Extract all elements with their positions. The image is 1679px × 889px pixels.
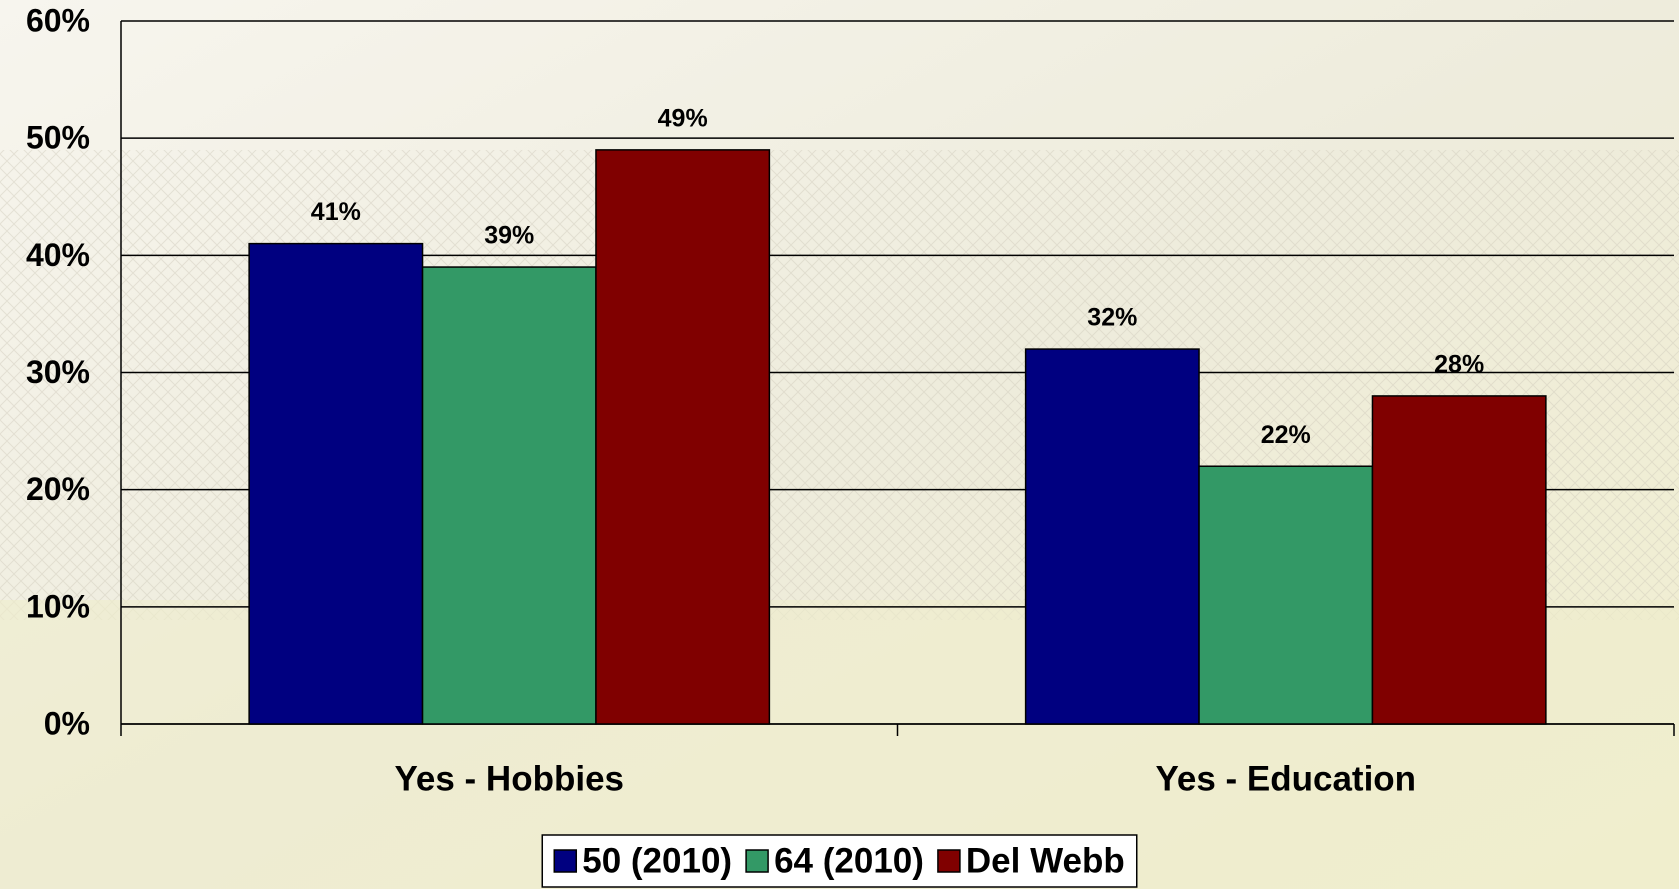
y-tick-label: 50% [26,120,90,156]
legend-swatch [554,850,576,872]
y-tick-label: 40% [26,237,90,273]
bar [1026,349,1199,724]
y-tick-label: 30% [26,354,90,390]
bar [1372,396,1545,724]
legend-swatch [938,850,960,872]
x-tick-label: Yes - Hobbies [394,759,624,798]
data-label: 22% [1261,421,1311,449]
data-label: 49% [658,104,708,132]
legend-swatch [746,850,768,872]
chart: 0% 10% 20% 30% 40% 50% 60% Yes - Hobbies 41% 39% 4… [0,0,1679,889]
legend-label: 50 (2010) [582,841,732,880]
bar [596,150,769,724]
bar [249,244,422,724]
legend-label: 64 (2010) [774,841,924,880]
legend-label: Del Webb [966,841,1125,880]
y-tick-label: 10% [26,588,90,624]
data-label: 39% [484,222,534,250]
bar [1199,466,1372,724]
y-tick-label: 60% [26,2,90,38]
data-label: 28% [1434,351,1484,379]
y-tick-label: 20% [26,471,90,507]
data-label: 41% [311,198,361,226]
x-tick-label: Yes - Education [1155,759,1416,798]
bar [423,267,596,724]
y-tick-label: 0% [44,705,90,741]
data-label: 32% [1087,304,1137,332]
